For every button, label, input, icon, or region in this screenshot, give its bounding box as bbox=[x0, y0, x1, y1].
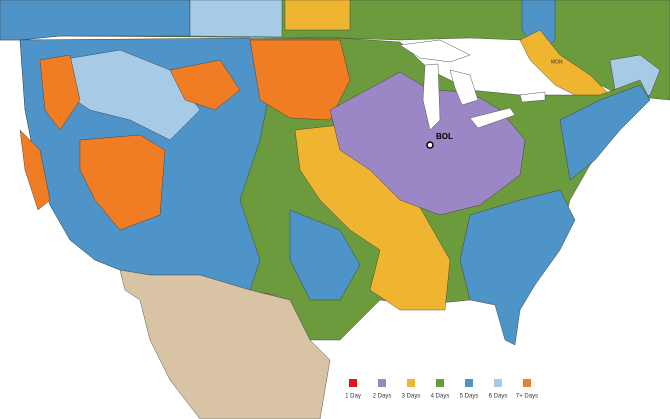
lake-michigan bbox=[422, 63, 441, 131]
us-texas bbox=[289, 209, 361, 301]
lake-superior bbox=[399, 39, 471, 63]
legend-swatch bbox=[378, 379, 386, 387]
us-nevada bbox=[79, 134, 166, 231]
origin-label: BOL bbox=[436, 132, 453, 141]
us-coast bbox=[19, 129, 51, 211]
mexico bbox=[119, 269, 331, 419]
legend-label: 3 Days bbox=[402, 394, 421, 400]
legend-swatch bbox=[349, 379, 357, 387]
legend-label: 1 Day bbox=[345, 394, 361, 400]
legend-label: 2 Days bbox=[373, 394, 392, 400]
lake-huron bbox=[449, 69, 479, 106]
us-idaho bbox=[169, 59, 241, 111]
canada-prairie bbox=[189, 0, 283, 38]
legend-swatch bbox=[523, 379, 531, 387]
legend-swatch bbox=[436, 379, 444, 387]
legend-label: 7+ Days bbox=[516, 394, 538, 400]
lake-erie bbox=[469, 107, 516, 129]
legend-swatch bbox=[494, 379, 502, 387]
legend-swatch bbox=[407, 379, 415, 387]
legend-swatch bbox=[465, 379, 473, 387]
city-label: MON bbox=[551, 59, 563, 65]
us-northeast bbox=[559, 84, 651, 181]
us-montana bbox=[249, 39, 351, 121]
legend-label: 6 Days bbox=[489, 394, 508, 400]
legend-label: 4 Days bbox=[431, 394, 450, 400]
canada-west bbox=[0, 0, 191, 41]
legend: 1 Day 2 Days 3 Days 4 Days 5 Days 6 Days 7+ Da… bbox=[345, 379, 538, 400]
us-oregon bbox=[39, 54, 81, 131]
canada-central bbox=[284, 0, 351, 31]
origin-marker bbox=[426, 141, 434, 149]
us-southeast bbox=[459, 189, 576, 346]
lake-ontario bbox=[519, 91, 546, 103]
legend-label: 5 Days bbox=[460, 394, 479, 400]
